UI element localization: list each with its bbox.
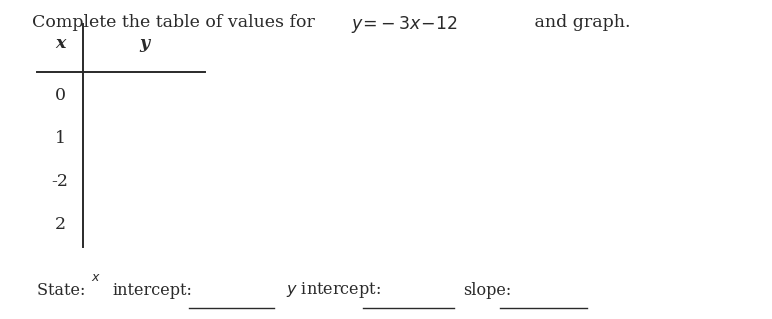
Text: $y$ intercept:: $y$ intercept: bbox=[286, 280, 381, 300]
Text: State:: State: bbox=[37, 282, 96, 299]
Text: x: x bbox=[55, 34, 66, 52]
Text: $x$: $x$ bbox=[91, 271, 101, 284]
Text: 1: 1 bbox=[55, 130, 66, 147]
Text: 2: 2 bbox=[55, 216, 66, 233]
Text: 0: 0 bbox=[55, 87, 66, 104]
Text: $y\!=\!-3x\!-\!12$: $y\!=\!-3x\!-\!12$ bbox=[351, 14, 459, 35]
Text: Complete the table of values for: Complete the table of values for bbox=[32, 14, 321, 31]
Text: intercept:: intercept: bbox=[113, 282, 192, 299]
Text: slope:: slope: bbox=[463, 282, 511, 299]
Text: and graph.: and graph. bbox=[529, 14, 630, 31]
Text: y: y bbox=[139, 34, 149, 52]
Text: -2: -2 bbox=[52, 173, 69, 190]
